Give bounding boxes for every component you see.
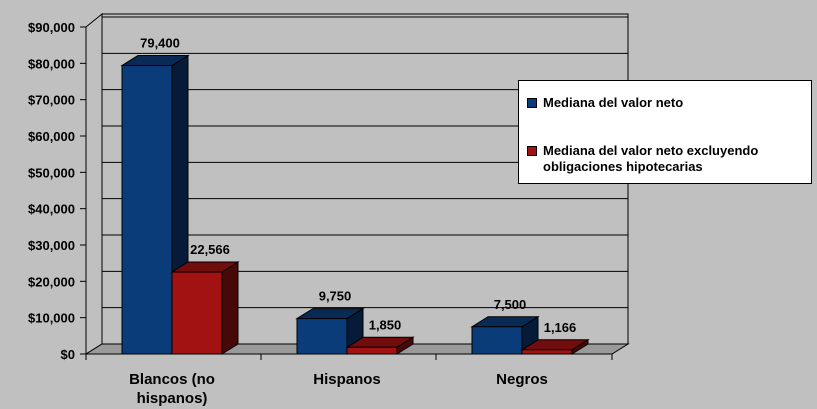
x-tick-label: Blancos (no	[129, 371, 215, 388]
data-label: 79,400	[140, 36, 180, 51]
y-tick-label: $10,000	[28, 311, 75, 326]
bar-front	[121, 65, 173, 355]
x-axis: Blancos (no hispanos) Hispanos Negros	[85, 353, 613, 407]
y-tick-label: $80,000	[28, 56, 75, 71]
y-tick-label: $90,000	[28, 20, 75, 35]
y-tick-label: $20,000	[28, 274, 75, 289]
data-label: 1,166	[544, 320, 577, 335]
y-tick-label: $60,000	[28, 129, 75, 144]
data-label: 22,566	[190, 242, 230, 257]
x-tick-label: Hispanos	[313, 371, 381, 388]
legend-item-series-2: Mediana del valor neto excluyendo obliga…	[527, 143, 813, 175]
bars: 79,400 22,566 9,750 1,850 7,500 1,166	[120, 36, 590, 355]
bar-front	[521, 349, 573, 355]
bar-front	[471, 326, 523, 355]
legend-label-series-2: Mediana del valor neto excluyendo obliga…	[543, 143, 759, 174]
y-tick-label: $0	[61, 347, 75, 362]
chart-side-wall	[85, 12, 103, 355]
y-tick-label: $40,000	[28, 202, 75, 217]
bar-front	[346, 346, 398, 355]
legend-swatch-series-2	[527, 146, 537, 156]
y-axis: $0 $10,000 $20,000 $30,000 $40,000 $50,000 $60…	[28, 20, 87, 362]
legend-item-series-1: Mediana del valor neto	[527, 95, 813, 111]
bar-side	[221, 261, 239, 355]
bar-1-3: 7,500	[470, 297, 540, 355]
legend-label-series-1: Mediana del valor neto	[543, 95, 684, 110]
y-tick-label: $50,000	[28, 165, 75, 180]
bar-2-3: 1,166	[520, 320, 590, 355]
bar-1-1: 79,400	[120, 36, 190, 355]
x-tick-label: hispanos)	[137, 390, 208, 407]
legend-swatch-series-1	[527, 98, 537, 108]
x-tick-label: Negros	[496, 371, 548, 388]
bar-front	[171, 271, 223, 355]
y-tick-label: $70,000	[28, 93, 75, 108]
bar-1-2: 9,750	[295, 289, 365, 355]
data-label: 9,750	[319, 289, 352, 304]
data-label: 7,500	[494, 297, 527, 312]
y-tick-label: $30,000	[28, 238, 75, 253]
data-label: 1,850	[369, 317, 402, 332]
legend: Mediana del valor neto Mediana del valor…	[518, 80, 812, 184]
bar-2-1: 22,566	[170, 242, 240, 355]
bar-front	[296, 318, 348, 355]
